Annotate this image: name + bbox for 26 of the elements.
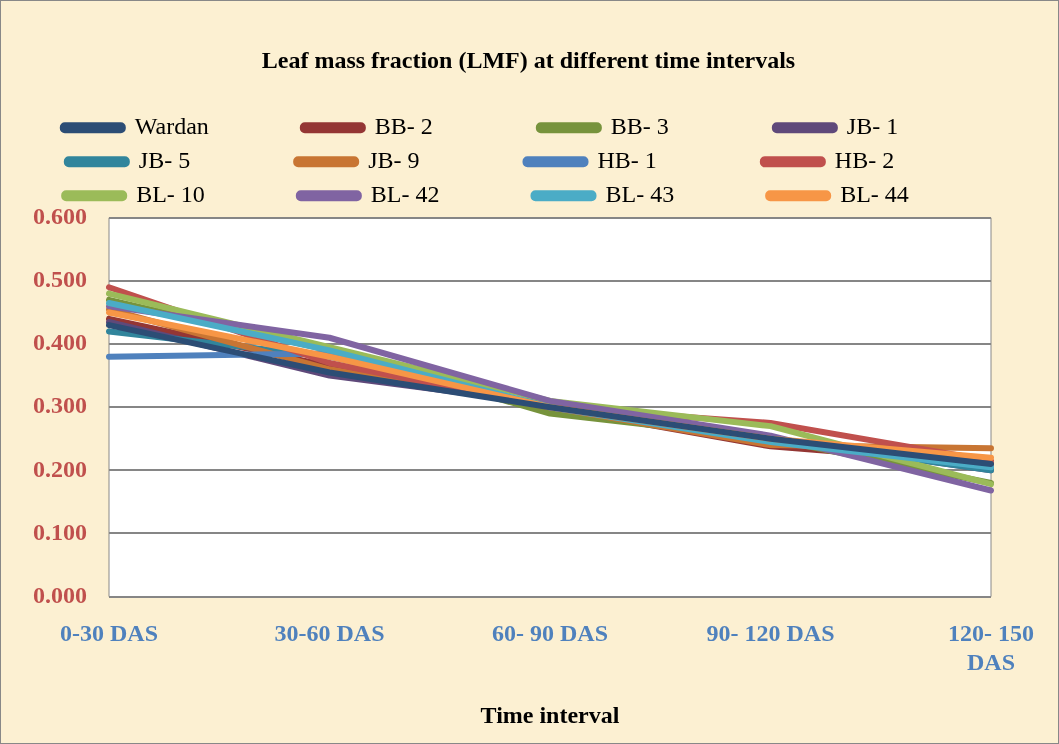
y-tick-label: 0.400	[33, 329, 87, 356]
legend-label: HB- 2	[834, 147, 991, 174]
legend-label: BL- 42	[370, 181, 524, 208]
x-tick-label: 0-30 DAS	[59, 620, 159, 647]
legend-label: JB- 5	[138, 147, 287, 174]
legend-label: BL- 10	[136, 181, 289, 208]
y-tick-label: 0.500	[33, 266, 87, 293]
x-tick-label: 60- 90 DAS	[491, 620, 609, 647]
y-tick-label: 0.000	[33, 581, 87, 608]
x-axis-title: Time interval	[480, 701, 620, 728]
legend-label: BL- 43	[605, 181, 759, 208]
legend-label: JB- 9	[368, 147, 516, 174]
y-tick-label: 0.100	[33, 518, 87, 545]
x-tick-label: 120- 150 DAS	[948, 620, 1034, 675]
legend-label: Wardan	[134, 113, 293, 140]
legend-label: BB- 3	[610, 113, 765, 140]
x-tick-label: 90- 120 DAS	[706, 620, 835, 647]
legend-label: BL- 44	[840, 181, 993, 208]
legend-label: BB- 2	[374, 113, 529, 140]
legend-label: JB- 1	[846, 113, 995, 140]
y-tick-label: 0.600	[33, 203, 87, 229]
x-tick-label: 30-60 DAS	[274, 620, 385, 647]
legend-label: HB- 1	[597, 147, 753, 174]
chart-title: Leaf mass fraction (LMF) at different time intervals	[261, 46, 796, 73]
y-tick-label: 0.200	[33, 455, 87, 482]
y-tick-label: 0.300	[33, 392, 87, 419]
